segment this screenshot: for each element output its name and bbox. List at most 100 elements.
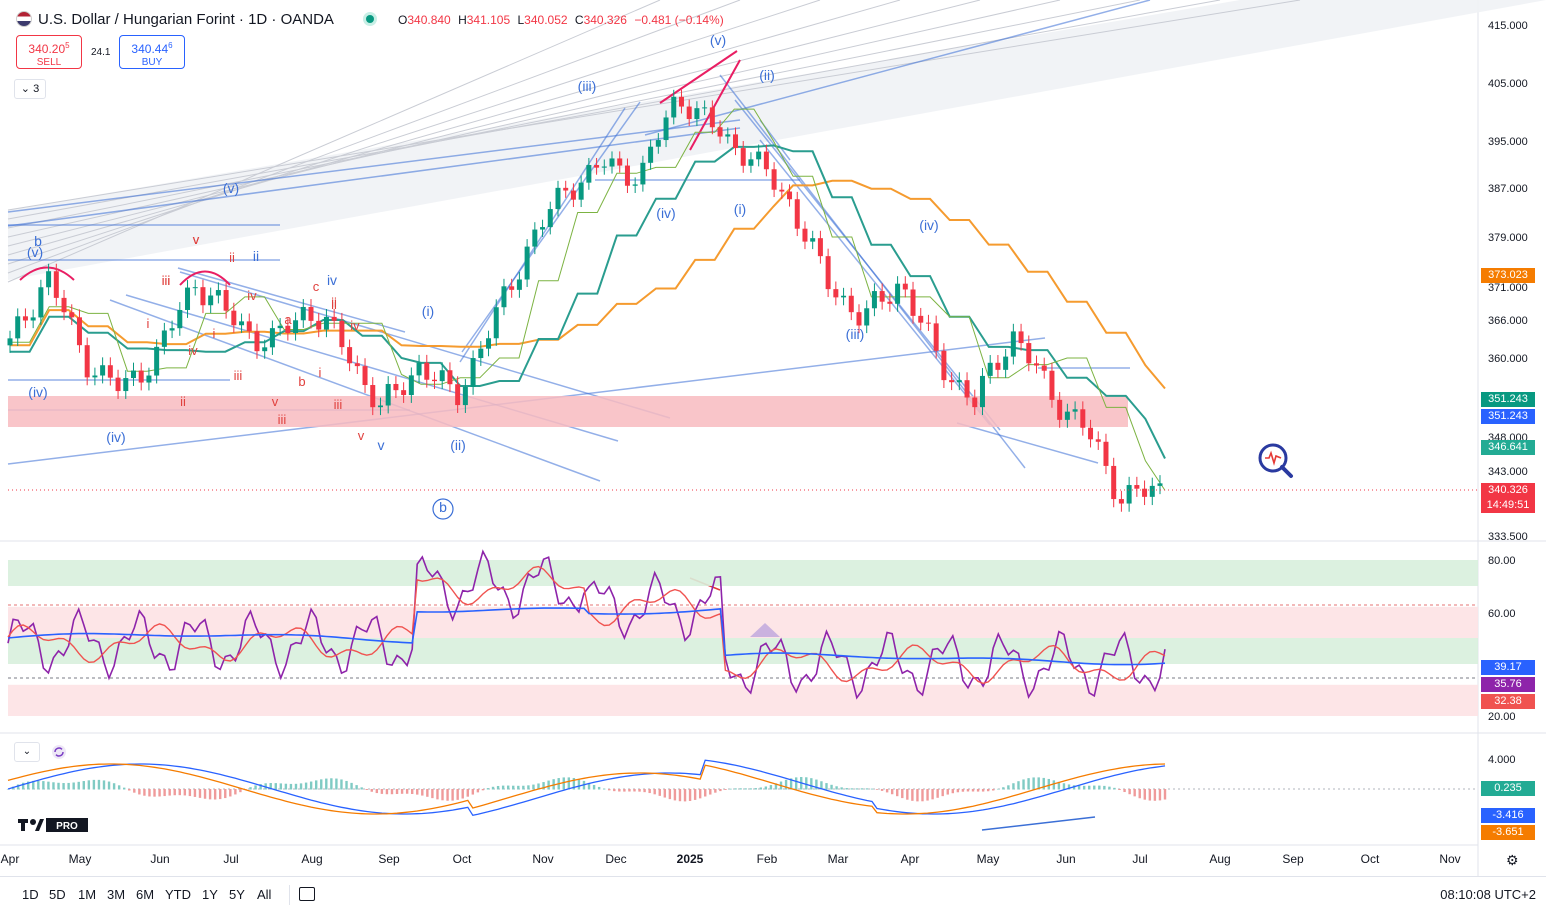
- macd-histogram-bar: [203, 789, 207, 799]
- timeframe-1m[interactable]: 1M: [78, 887, 97, 902]
- candle-body: [239, 321, 245, 326]
- tradingview-logo[interactable]: PRO: [18, 817, 90, 833]
- candle-body: [933, 323, 939, 351]
- timeframe-ytd[interactable]: YTD: [165, 887, 191, 902]
- timeframe-5d[interactable]: 5D: [49, 887, 66, 902]
- macd-histogram-bar: [1017, 781, 1020, 790]
- search-icon[interactable]: [1258, 443, 1293, 478]
- macd-histogram-bar: [123, 787, 126, 790]
- macd-histogram-bar: [623, 789, 626, 792]
- wave-labels: (v) (iii) (ii) (i) (iv) (i) (iv) (iii) (v) (iv) (i…: [27, 32, 939, 520]
- channel-line: [7, 0, 821, 265]
- pane-collapse-button[interactable]: ⌄: [14, 742, 40, 762]
- macd-histogram-bar: [148, 789, 151, 797]
- macd-histogram-bar: [992, 789, 995, 791]
- price-label: -3.651: [1481, 825, 1535, 840]
- macd-histogram-bar: [744, 788, 747, 790]
- timeframe-1d[interactable]: 1D: [22, 887, 39, 902]
- candle-body: [624, 165, 630, 186]
- macd-histogram-bar: [602, 788, 606, 790]
- wave-label: iv: [247, 288, 257, 303]
- candle-body: [161, 330, 167, 347]
- ma-200: [10, 179, 1166, 390]
- market-status-icon[interactable]: [366, 15, 374, 23]
- candle-body: [300, 306, 306, 321]
- time-axis[interactable]: Apr May Jun Jul Aug Sep Oct Nov Dec 2025 Feb Mar Apr…: [1, 852, 1461, 866]
- macd-histogram-bar: [375, 789, 379, 794]
- wave-label: (v): [223, 180, 239, 196]
- wave-label: v: [358, 428, 365, 443]
- wave-label: i: [147, 316, 150, 331]
- macd-histogram-bar: [249, 787, 252, 790]
- price-label: 35.76: [1481, 677, 1535, 692]
- macd-histogram-bar: [1057, 781, 1061, 790]
- timeframe-3m[interactable]: 3M: [107, 887, 126, 902]
- timeframe-5y[interactable]: 5Y: [229, 887, 245, 902]
- candle-body: [61, 297, 67, 313]
- price-axis[interactable]: 415.000 405.000 395.000 387.000 379.000 371.0…: [1488, 20, 1528, 543]
- buy-button[interactable]: 340.446 BUY: [119, 35, 185, 69]
- candle-body: [972, 397, 978, 408]
- macd-histogram-bar: [6, 789, 10, 790]
- price-label: 39.17: [1481, 660, 1535, 675]
- macd-histogram-bar: [693, 789, 697, 800]
- macd-histogram-bar: [678, 789, 682, 802]
- settings-icon[interactable]: ⚙: [1506, 852, 1519, 868]
- macd-histogram-bar: [168, 789, 171, 796]
- macd-histogram-bar: [47, 781, 50, 790]
- macd-histogram-bar: [633, 789, 636, 792]
- sell-button[interactable]: 340.205 SELL: [16, 35, 82, 69]
- macd-histogram-bar: [552, 779, 555, 790]
- macd-histogram-bar: [385, 789, 389, 795]
- macd-histogram-bar: [471, 789, 475, 795]
- candle-body: [107, 365, 113, 378]
- calendar-icon[interactable]: [299, 887, 315, 901]
- macd-histogram-bar: [219, 789, 222, 800]
- macd-histogram-bar: [734, 788, 737, 790]
- macd-histogram-bar: [764, 786, 768, 790]
- macd-histogram-bar: [825, 783, 828, 790]
- clock[interactable]: 08:10:08 UTC+2: [1440, 887, 1536, 902]
- macd-histogram-bar: [875, 789, 879, 790]
- timeframe-1y[interactable]: 1Y: [202, 887, 218, 902]
- refresh-icon[interactable]: [50, 743, 68, 761]
- macd-histogram-bar: [309, 781, 313, 790]
- macd-histogram-bar: [320, 779, 323, 790]
- time-tick-label: 2025: [677, 852, 704, 866]
- indicators-collapse-button[interactable]: ⌄ 3: [14, 79, 46, 99]
- macd-histogram-bar: [198, 789, 202, 798]
- candle-body: [362, 366, 368, 386]
- timeframe-6m[interactable]: 6M: [136, 887, 155, 902]
- symbol-title[interactable]: U.S. Dollar / Hungarian Forint · 1D · OA…: [38, 11, 334, 28]
- macd-histogram-bar: [1047, 778, 1050, 790]
- candle-body: [794, 199, 800, 229]
- timeframe-all[interactable]: All: [257, 887, 272, 902]
- macd-histogram-bar: [345, 780, 348, 790]
- macd-histogram-bar: [1042, 777, 1045, 790]
- candle-body: [833, 289, 839, 298]
- rsi-tick-label: 80.00: [1488, 555, 1516, 567]
- candle-body: [841, 295, 847, 298]
- macd-histogram-bar: [21, 782, 25, 790]
- macd-histogram-bar: [870, 788, 874, 790]
- wave-label: iv: [188, 343, 198, 358]
- candle-body: [756, 151, 762, 160]
- candle-body: [347, 347, 353, 364]
- time-tick-label: May: [977, 852, 1000, 866]
- wave-label: v: [193, 232, 200, 247]
- candle-body: [686, 106, 692, 120]
- macd-histogram-bar: [1163, 789, 1167, 800]
- candle-body: [787, 191, 793, 200]
- price-tick-label: 379.000: [1488, 232, 1528, 244]
- wave-label: ii: [253, 248, 259, 264]
- time-tick-label: Aug: [1209, 852, 1230, 866]
- wave-label: c: [313, 279, 320, 294]
- macd-histogram-bar: [1052, 780, 1056, 790]
- macd-histogram-bar: [527, 785, 530, 790]
- macd-histogram-bar: [749, 788, 752, 790]
- macd-histogram-bar: [1032, 777, 1035, 790]
- macd-histogram-bar: [239, 789, 242, 793]
- macd-histogram-bar: [1082, 785, 1086, 790]
- candle-body: [1111, 465, 1117, 500]
